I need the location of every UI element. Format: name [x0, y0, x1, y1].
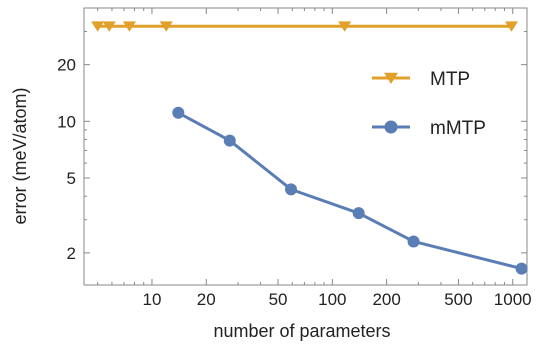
data-series [91, 21, 528, 275]
mtp-point [159, 21, 173, 32]
mtp-point [102, 21, 116, 32]
mtp-point [505, 21, 519, 32]
legend-entry-mmtp: mMTP [372, 118, 486, 139]
legend-marker-mmtp [384, 120, 398, 134]
series-mmtp [172, 106, 528, 275]
mmtp-line [177, 111, 522, 271]
x-tick-label: 500 [444, 290, 472, 309]
y-tick-label: 2 [67, 244, 76, 263]
mmtp-point [407, 235, 420, 248]
x-tick-label: 100 [318, 290, 346, 309]
mtp-point [91, 21, 105, 32]
plot-area-border [83, 7, 528, 286]
x-tick-label: 1000 [494, 290, 532, 309]
legend-label-mtp: MTP [430, 69, 470, 90]
mmtp-point [223, 134, 236, 147]
x-axis-title: number of parameters [213, 321, 390, 341]
mmtp-point [352, 207, 365, 220]
y-axis-title: error (meV/atom) [10, 87, 30, 224]
mtp-point [338, 21, 352, 32]
x-tick-label: 50 [269, 290, 288, 309]
legend-label-mmtp: mMTP [430, 118, 486, 139]
legend-entry-mtp: MTP [372, 69, 470, 90]
axis-ticks: 10 20 50 100 200 500 1000 2 5 10 20 [57, 7, 532, 309]
series-mtp [91, 21, 519, 32]
x-tick-label: 10 [142, 290, 161, 309]
mmtp-point [285, 183, 298, 196]
legend-marker-mtp [384, 72, 398, 84]
mtp-point [122, 21, 136, 32]
x-tick-label: 200 [372, 290, 400, 309]
mmtp-point [515, 262, 528, 275]
y-tick-label: 20 [57, 56, 76, 75]
y-tick-label: 5 [67, 169, 76, 188]
x-tick-label: 20 [197, 290, 216, 309]
y-tick-label: 10 [57, 112, 76, 131]
plot-frame [83, 7, 528, 286]
mmtp-point [172, 106, 185, 119]
legend: MTP mMTP [372, 69, 486, 139]
